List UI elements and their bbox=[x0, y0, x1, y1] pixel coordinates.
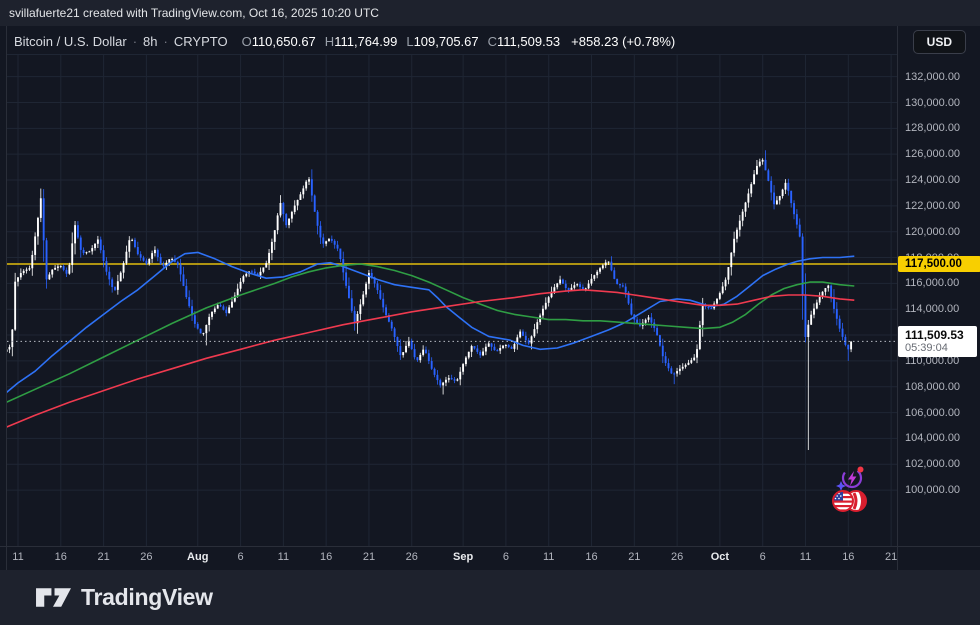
interval-label[interactable]: 8h bbox=[143, 33, 158, 49]
price-axis-label: 132,000.00 bbox=[905, 70, 961, 83]
price-axis-label: 120,000.00 bbox=[905, 225, 961, 238]
footer-bar: TradingView bbox=[0, 570, 980, 625]
time-axis-label: 11 bbox=[277, 551, 290, 563]
ohlc-values: O110,650.67 H111,764.99 L109,705.67 C111,50… bbox=[242, 34, 570, 49]
price-axis-label: 102,000.00 bbox=[905, 458, 961, 471]
price-axis-label: 124,000.00 bbox=[905, 174, 961, 187]
close-label: C bbox=[487, 33, 498, 49]
ma-mid-green[interactable] bbox=[1, 263, 855, 405]
open-label: O bbox=[241, 33, 252, 49]
low-label: L bbox=[406, 33, 414, 49]
time-axis[interactable]: 11 16 21 26 Aug 6 11 16 21 26 Sep 6 11 16 21 26 Oct 6 11 16… bbox=[0, 546, 980, 570]
tradingview-wordmark: TradingView bbox=[81, 584, 213, 610]
price-axis-label: 100,000.00 bbox=[905, 484, 961, 497]
time-axis-label: 11 bbox=[799, 551, 812, 563]
last-price-label: 111,509.53 05:39:04 bbox=[898, 326, 977, 358]
last-price-value: 111,509.53 bbox=[905, 328, 964, 343]
attribution-text: svillafuerte21 created with TradingView.… bbox=[9, 6, 379, 20]
price-axis-label: 106,000.00 bbox=[905, 406, 961, 419]
high-value: 111,764.99 bbox=[334, 33, 398, 49]
currency-toggle-button[interactable]: USD bbox=[912, 30, 966, 54]
price-axis-label: 116,000.00 bbox=[905, 277, 960, 290]
exchange-label: CRYPTO bbox=[173, 33, 228, 49]
ai-spark-icon[interactable] bbox=[834, 464, 868, 499]
time-axis-month-label: Sep bbox=[453, 551, 474, 563]
symbol-title[interactable]: Bitcoin / U.S. Dollar bbox=[14, 33, 127, 49]
price-change: +858.23 (+0.78%) bbox=[571, 33, 676, 49]
price-axis[interactable]: 100,000.00 102,000.00 104,000.00 106,000.00… bbox=[897, 26, 980, 546]
time-axis-label: 26 bbox=[405, 551, 418, 563]
price-axis-label: 128,000.00 bbox=[905, 122, 961, 135]
time-axis-label: 6 bbox=[502, 551, 509, 563]
price-axis-label: 122,000.00 bbox=[905, 199, 961, 212]
time-axis-label: 26 bbox=[140, 551, 153, 563]
time-axis-label: 21 bbox=[97, 551, 110, 563]
high-label: H bbox=[324, 33, 335, 49]
time-axis-month-label: Aug bbox=[187, 551, 209, 563]
close-value: 111,509.53 bbox=[497, 33, 561, 49]
time-axis-label: 6 bbox=[759, 551, 766, 563]
low-value: 109,705.67 bbox=[413, 33, 479, 49]
grid bbox=[7, 54, 897, 546]
time-axis-label: 16 bbox=[54, 551, 67, 563]
price-axis-label: 114,000.00 bbox=[905, 303, 960, 316]
tradingview-glyph-icon bbox=[36, 588, 71, 607]
price-axis-label: 126,000.00 bbox=[905, 148, 961, 161]
time-axis-label: 21 bbox=[884, 551, 898, 563]
price-axis-label: 104,000.00 bbox=[905, 432, 961, 445]
instrument-flags-icon[interactable] bbox=[831, 488, 869, 520]
open-value: 110,650.67 bbox=[251, 33, 316, 49]
symbol-header: Bitcoin / U.S. Dollar · 8h · CRYPTO O110… bbox=[14, 29, 675, 53]
time-axis-label: 11 bbox=[543, 551, 555, 563]
price-axis-label: 130,000.00 bbox=[905, 96, 961, 109]
time-axis-label: 21 bbox=[628, 551, 641, 563]
price-axis-label: 108,000.00 bbox=[905, 380, 961, 393]
time-axis-label: 21 bbox=[362, 551, 376, 563]
price-line-label[interactable]: 117,500.00 bbox=[898, 256, 980, 272]
time-axis-label: 11 bbox=[12, 551, 24, 563]
time-axis-month-label: Oct bbox=[710, 551, 730, 563]
time-axis-label: 16 bbox=[320, 551, 333, 563]
price-axis-label: 110,000.00 bbox=[905, 354, 960, 367]
separator-dot: · bbox=[163, 33, 168, 49]
time-axis-label: 16 bbox=[842, 551, 855, 563]
attribution-bar: svillafuerte21 created with TradingView.… bbox=[0, 0, 980, 26]
separator-dot: · bbox=[132, 33, 138, 49]
time-axis-label: 6 bbox=[237, 551, 244, 563]
tradingview-logo[interactable]: TradingView bbox=[35, 583, 213, 612]
ma-slow-red[interactable] bbox=[1, 288, 855, 430]
time-axis-label: 16 bbox=[585, 551, 598, 563]
candlestick-series bbox=[7, 150, 853, 451]
bar-countdown: 05:39:04 bbox=[905, 342, 948, 355]
time-axis-label: 26 bbox=[670, 551, 684, 563]
